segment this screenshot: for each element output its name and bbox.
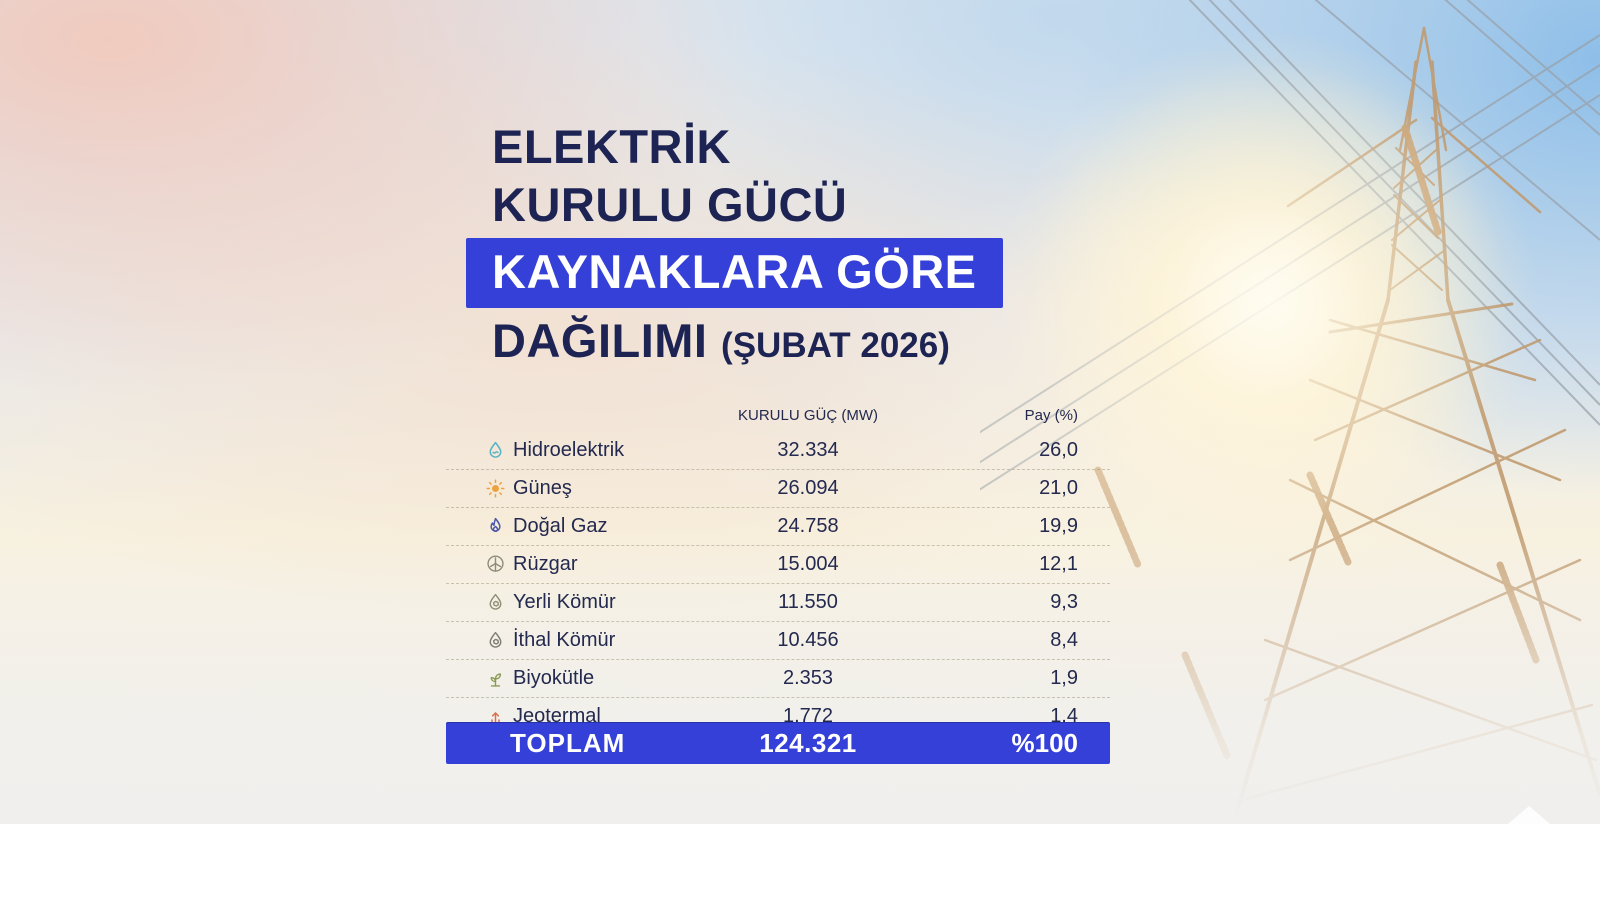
capacity-value: 15.004 — [777, 553, 839, 575]
capacity-value: 24.758 — [777, 515, 839, 537]
total-row: TOPLAM 124.321 %100 — [446, 722, 1110, 764]
total-capacity-value: 124.321 — [759, 727, 857, 758]
source-label: Jeotermal — [513, 705, 601, 727]
source-cell: Güneş — [446, 477, 658, 500]
wind-turbine-icon — [484, 554, 506, 576]
table-row: Doğal Gaz 24.758 19,9 — [446, 508, 1110, 546]
capacity-table: KURULU GÜÇ (MW) Pay (%) Hidroelektrik 32… — [446, 398, 1110, 735]
share-value: 8,4 — [1050, 629, 1078, 651]
share-value: 19,9 — [1039, 515, 1078, 537]
table-row: Rüzgar 15.004 12,1 — [446, 546, 1110, 584]
source-cell: Doğal Gaz — [446, 515, 658, 538]
biomass-icon — [484, 668, 506, 690]
title-highlight-text: KAYNAKLARA GÖRE — [492, 245, 977, 298]
footer: T.C. ENERJİ VE TABİİ KAYNAKLAR BAKANLIĞI… — [0, 824, 1600, 900]
water-drop-icon — [484, 440, 506, 462]
capacity-value: 11.550 — [778, 591, 838, 613]
table-row: Yerli Kömür 11.550 9,3 — [446, 584, 1110, 622]
share-value: 1,4 — [1050, 705, 1078, 727]
sun-icon — [484, 478, 506, 500]
column-header-capacity: KURULU GÜÇ (MW) — [738, 406, 878, 424]
title-line-2: KURULU GÜCÜ — [492, 178, 848, 231]
total-share-value: %100 — [1011, 727, 1079, 758]
title-line-4: DAĞILIMI (ŞUBAT 2026) — [492, 312, 1003, 375]
table-row: Jeotermal 1.772 1,4 — [446, 698, 1110, 735]
source-label: Biyokütle — [513, 667, 595, 689]
title-line-1: ELEKTRİK — [492, 120, 731, 173]
title-line-4-main: DAĞILIMI — [492, 314, 708, 367]
source-label: Rüzgar — [513, 553, 578, 575]
capacity-value: 10.456 — [777, 629, 839, 651]
capacity-value: 1.772 — [782, 705, 834, 727]
source-cell: Rüzgar — [446, 553, 658, 576]
capacity-value: 26.094 — [777, 477, 839, 499]
table-row: Biyokütle 2.353 1,9 — [446, 660, 1110, 698]
coal-icon — [484, 592, 506, 614]
footer-pointer — [1508, 806, 1550, 824]
source-label: Yerli Kömür — [513, 591, 616, 613]
column-header-share: Pay (%) — [1024, 406, 1078, 424]
source-cell: Hidroelektrik — [446, 439, 658, 462]
source-label: Doğal Gaz — [513, 515, 608, 537]
title-period: (ŞUBAT 2026) — [721, 326, 950, 365]
share-value: 21,0 — [1039, 477, 1078, 499]
source-label: İthal Kömür — [513, 629, 616, 651]
capacity-value: 2.353 — [782, 667, 834, 689]
table-row: İthal Kömür 10.456 8,4 — [446, 622, 1110, 660]
title-highlight-box: KAYNAKLARA GÖRE — [466, 238, 1003, 308]
table-header: KURULU GÜÇ (MW) Pay (%) — [446, 398, 1110, 432]
title-period-text: (ŞUBAT 2026) — [721, 326, 950, 365]
source-cell: Yerli Kömür — [446, 591, 658, 614]
total-label: TOPLAM — [510, 727, 626, 758]
table-row: Hidroelektrik 32.334 26,0 — [446, 432, 1110, 470]
table-row: Güneş 26.094 21,0 — [446, 470, 1110, 508]
share-value: 9,3 — [1050, 591, 1078, 613]
share-value: 12,1 — [1039, 553, 1078, 575]
coal-icon — [484, 630, 506, 652]
share-value: 1,9 — [1050, 667, 1078, 689]
capacity-value: 32.334 — [777, 439, 839, 461]
share-value: 26,0 — [1039, 439, 1078, 461]
page-title: ELEKTRİK KURULU GÜCÜ KAYNAKLARA GÖRE DAĞ… — [466, 118, 1003, 375]
source-cell: Biyokütle — [446, 667, 658, 690]
source-label: Güneş — [513, 477, 572, 499]
source-cell: İthal Kömür — [446, 629, 658, 652]
flame-icon — [484, 516, 506, 538]
source-label: Hidroelektrik — [513, 439, 625, 461]
